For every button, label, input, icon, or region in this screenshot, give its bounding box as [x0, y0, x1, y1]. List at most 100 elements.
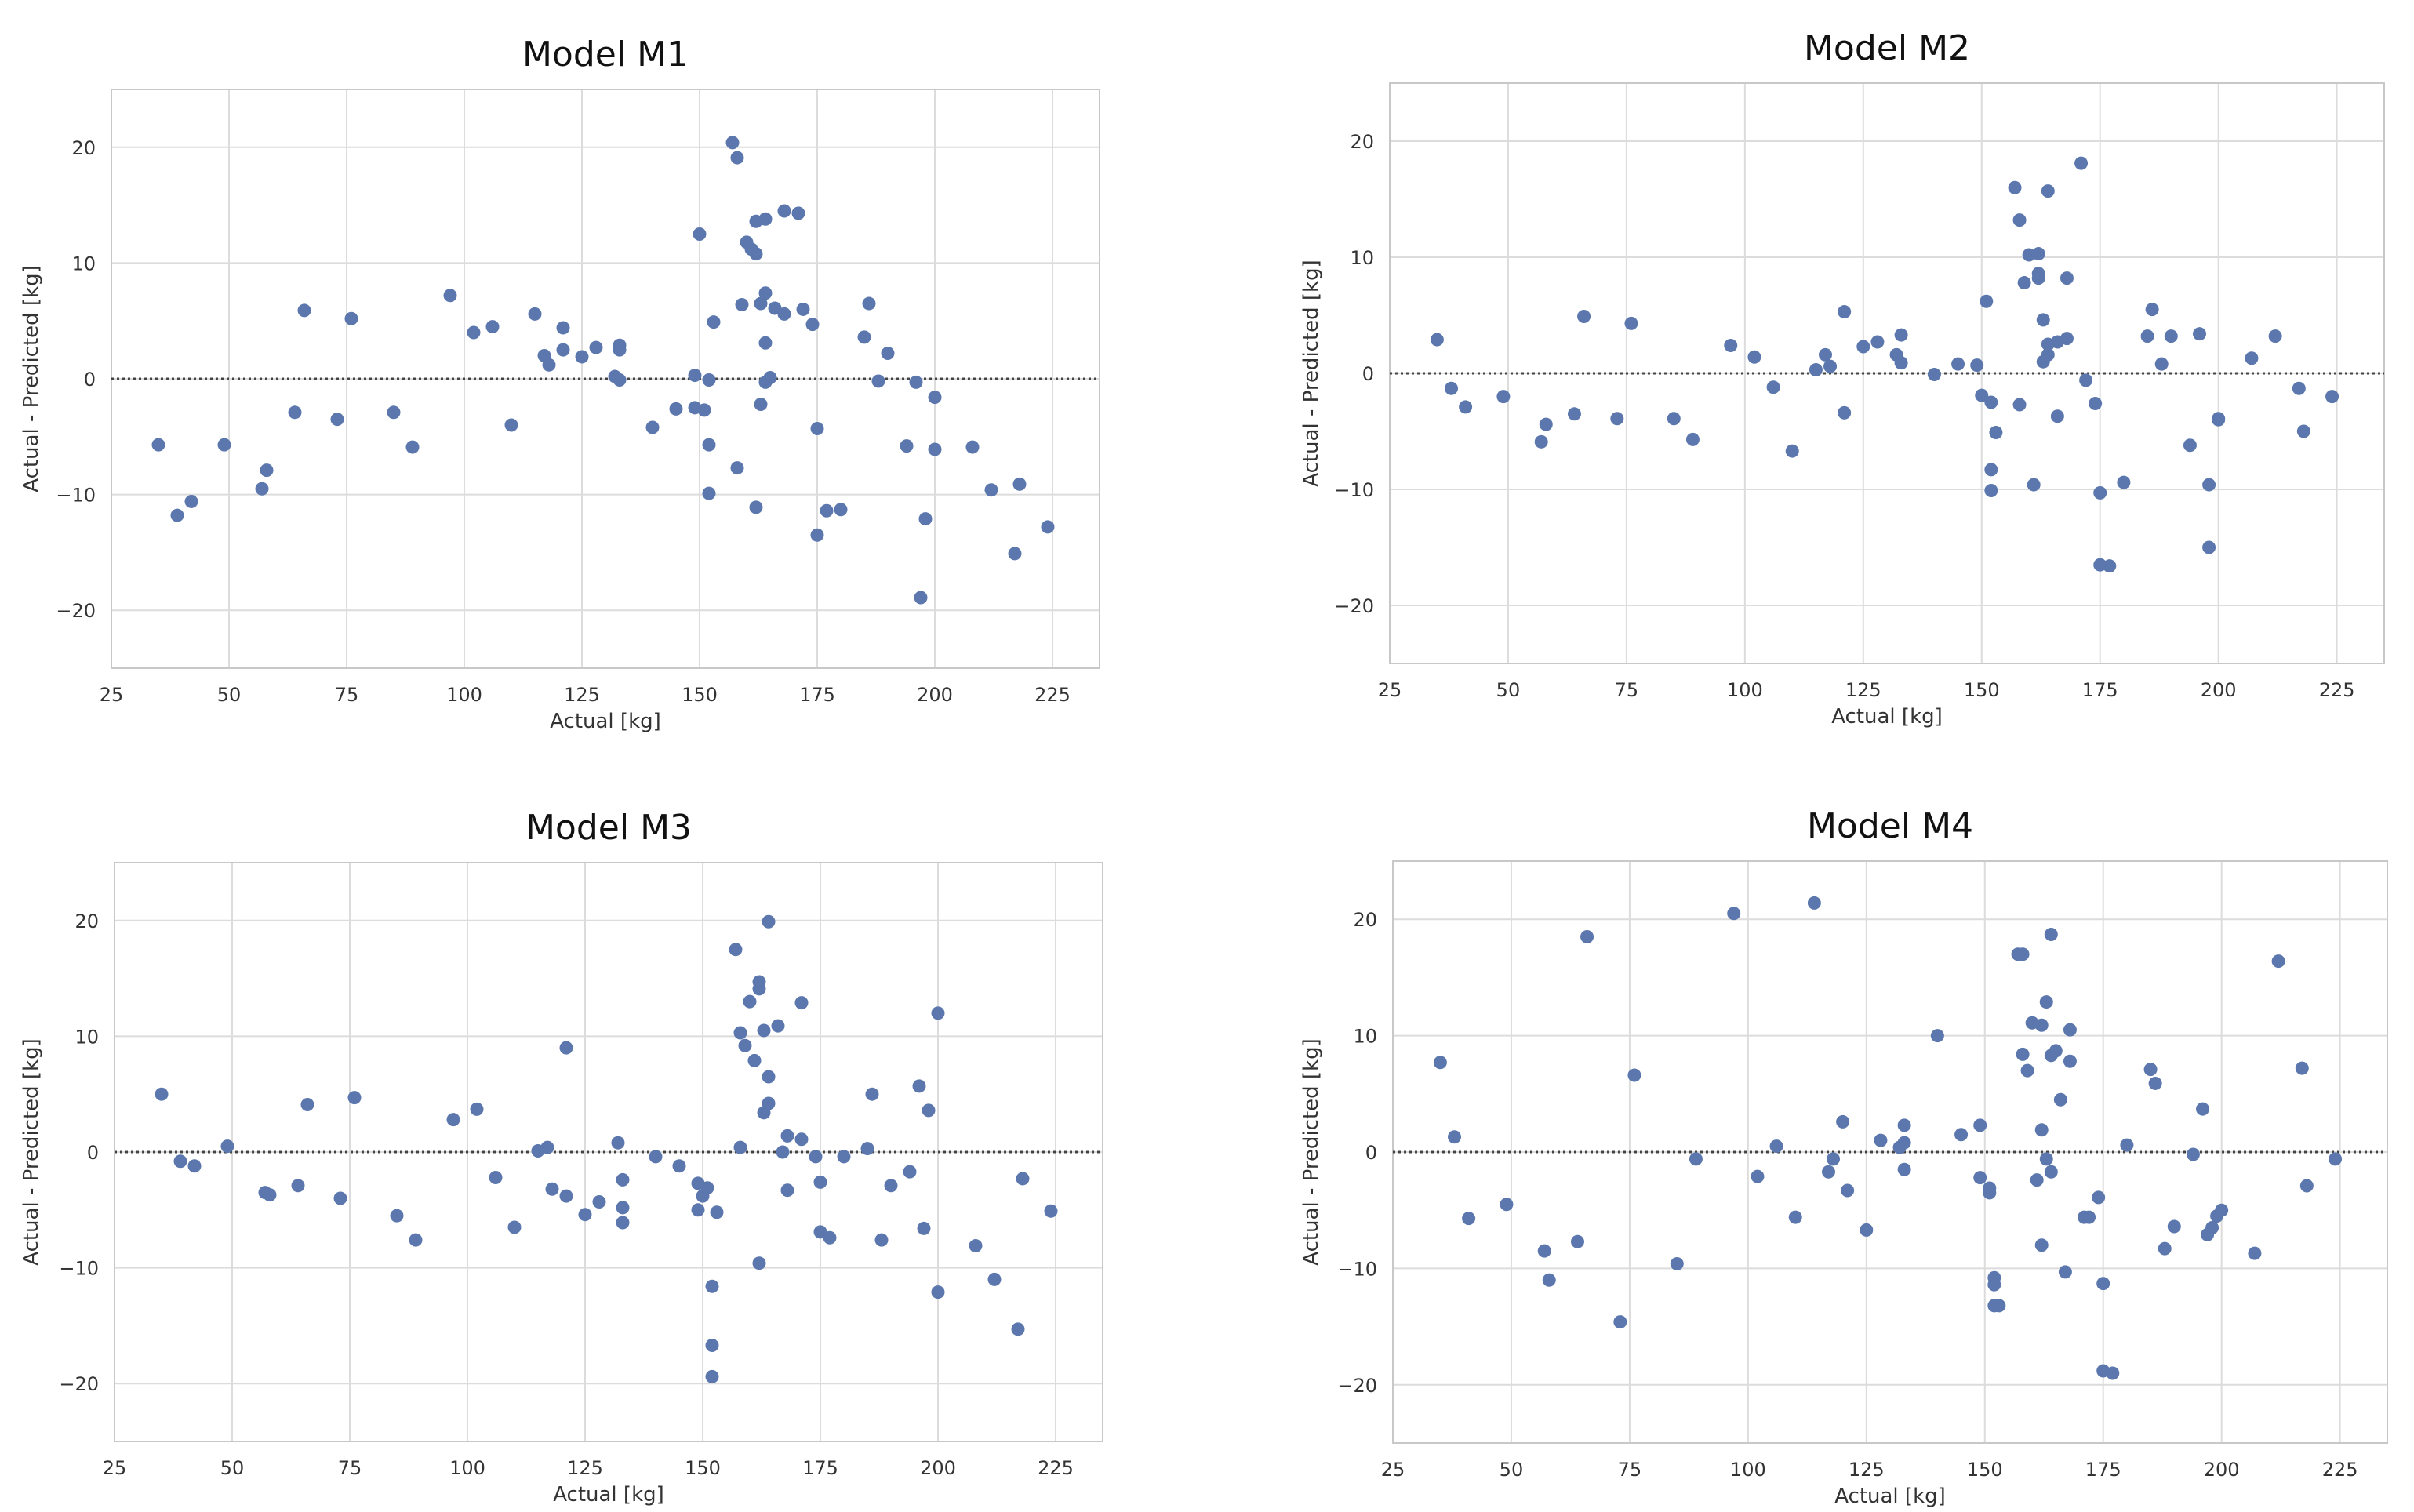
- data-point: [931, 1006, 945, 1020]
- data-point: [2164, 329, 2178, 343]
- data-point: [672, 1159, 686, 1173]
- data-point: [749, 247, 763, 261]
- data-point: [810, 421, 824, 435]
- data-point: [2027, 478, 2041, 492]
- data-point: [390, 1209, 404, 1223]
- data-point: [2093, 485, 2107, 500]
- data-point: [758, 286, 773, 300]
- data-point: [2271, 954, 2285, 969]
- x-tick-label: 50: [1500, 1459, 1524, 1481]
- data-point: [616, 1216, 630, 1230]
- data-point: [865, 1087, 879, 1101]
- data-point: [556, 343, 570, 357]
- data-point: [1984, 483, 1998, 497]
- data-point: [2041, 184, 2055, 198]
- data-point: [1724, 338, 1738, 352]
- data-point: [1870, 335, 1885, 349]
- data-point: [1769, 1139, 1783, 1154]
- data-point: [2143, 1063, 2158, 1077]
- y-tick-label: 10: [75, 1026, 99, 1048]
- data-point: [1751, 1169, 1765, 1183]
- data-point: [965, 440, 980, 454]
- data-point: [2183, 438, 2197, 453]
- data-point: [1983, 1186, 1997, 1200]
- data-point: [2039, 1152, 2053, 1166]
- data-point: [1462, 1212, 1476, 1226]
- data-point: [556, 321, 570, 335]
- data-point: [2060, 332, 2074, 346]
- y-axis-label: Actual - Predicted [kg]: [1300, 260, 1323, 487]
- data-point: [2020, 1063, 2034, 1078]
- data-point: [881, 347, 895, 361]
- y-tick-label: −20: [1334, 595, 1374, 617]
- x-tick-label: 175: [802, 1457, 838, 1479]
- x-tick-label: 225: [2322, 1459, 2358, 1481]
- y-tick-label: −10: [56, 485, 96, 507]
- data-point: [297, 303, 311, 318]
- data-point: [805, 318, 820, 332]
- data-point: [733, 1140, 747, 1154]
- y-tick-label: 10: [1353, 1026, 1377, 1048]
- data-point: [184, 494, 198, 508]
- data-point: [1836, 1114, 1850, 1129]
- data-point: [155, 1087, 169, 1101]
- data-point: [791, 206, 805, 220]
- x-tick-label: 50: [1496, 679, 1521, 701]
- chart-panel-m3: 25 50 75 100 125 150 175 200 225 −20 −10 0 10 20 Actua…: [20, 808, 1103, 1507]
- data-point: [984, 483, 998, 497]
- x-tick-label: 150: [1967, 1459, 2003, 1481]
- data-point: [2031, 247, 2045, 261]
- data-point: [2036, 313, 2050, 327]
- y-tick-label: −20: [56, 600, 96, 622]
- data-point: [2145, 303, 2159, 317]
- y-tick-label: −10: [1337, 1258, 1377, 1280]
- data-point: [1667, 412, 1681, 426]
- data-point: [1984, 395, 1998, 409]
- data-point: [2158, 1241, 2172, 1256]
- y-tick-label: 10: [1350, 247, 1374, 269]
- data-point: [2148, 1076, 2162, 1090]
- data-point: [1989, 425, 2003, 439]
- data-point: [809, 1150, 823, 1164]
- data-point: [540, 1140, 554, 1154]
- data-point: [900, 439, 914, 453]
- data-point: [1874, 1133, 1888, 1147]
- data-point: [2120, 1138, 2134, 1152]
- data-point: [616, 1172, 630, 1187]
- y-tick-label: −20: [1337, 1375, 1377, 1397]
- data-point: [1894, 356, 1908, 370]
- data-point: [1041, 520, 1055, 534]
- data-point: [616, 1201, 630, 1215]
- data-point: [2053, 1092, 2067, 1107]
- data-point: [912, 1079, 926, 1093]
- data-point: [1973, 1171, 1987, 1185]
- data-point: [777, 307, 791, 321]
- data-point: [693, 227, 707, 241]
- data-point: [2016, 1047, 2030, 1061]
- data-point: [1577, 309, 1591, 323]
- data-point: [1433, 1056, 1447, 1070]
- data-point: [387, 405, 401, 420]
- data-point: [1727, 907, 1741, 921]
- data-point: [705, 1338, 719, 1352]
- data-point: [762, 1070, 776, 1084]
- y-tick-label: −20: [59, 1373, 99, 1395]
- y-tick-label: 20: [71, 137, 96, 159]
- data-point: [1685, 432, 1700, 446]
- data-point: [330, 413, 344, 427]
- data-point: [528, 307, 542, 321]
- data-point: [1897, 1136, 1911, 1150]
- data-point: [857, 330, 871, 344]
- data-point: [871, 374, 885, 388]
- data-point: [220, 1139, 234, 1154]
- data-point: [733, 1026, 747, 1040]
- data-point: [542, 358, 556, 372]
- x-tick-label: 75: [335, 684, 359, 706]
- x-tick-label: 75: [1618, 1459, 1642, 1481]
- data-point: [260, 463, 274, 478]
- data-point: [834, 503, 848, 517]
- data-point: [763, 371, 777, 385]
- data-point: [747, 1053, 762, 1067]
- data-point: [1459, 400, 1473, 414]
- x-tick-label: 175: [2085, 1459, 2121, 1481]
